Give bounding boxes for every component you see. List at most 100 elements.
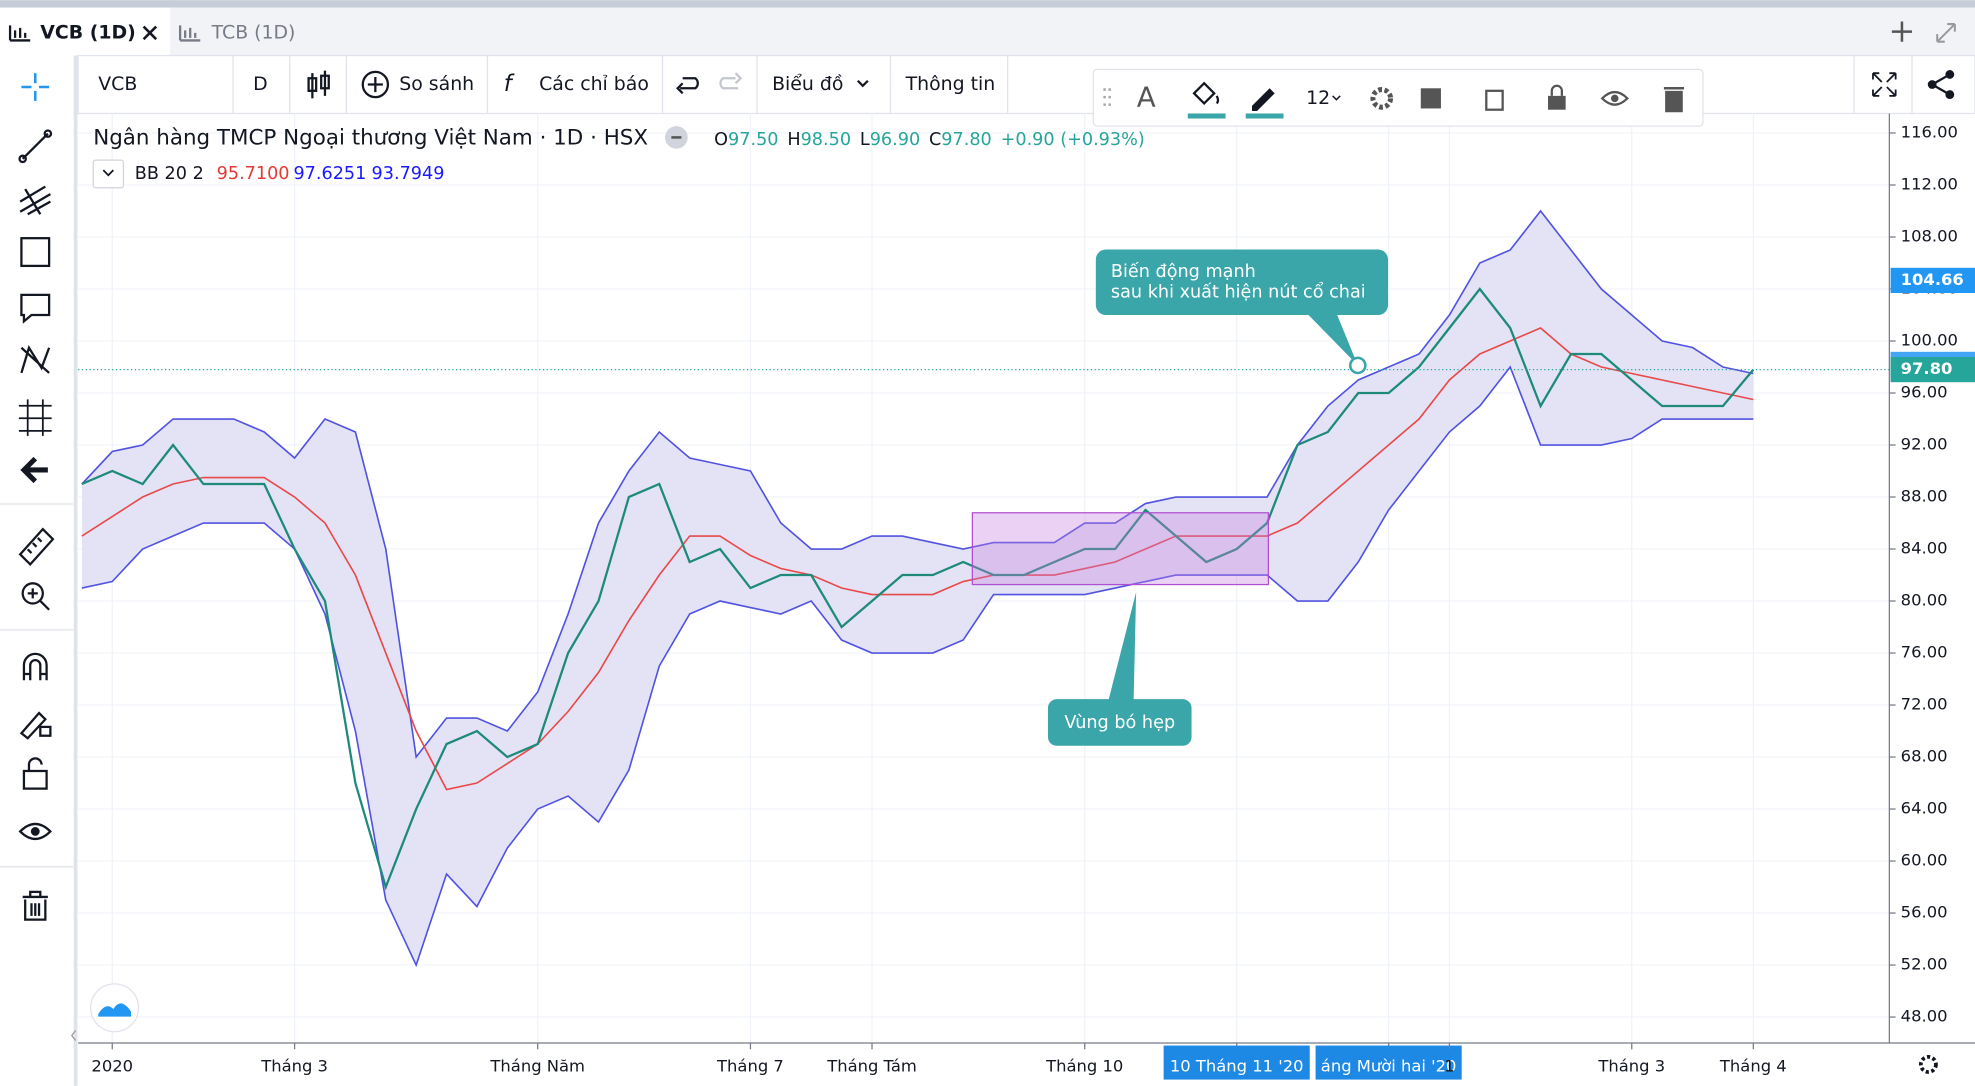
price-marker <box>1890 267 1975 294</box>
clone[interactable] <box>1485 89 1504 111</box>
window-strip <box>0 0 1975 8</box>
fib-tool[interactable] <box>19 185 51 216</box>
band-fill <box>81 210 1754 966</box>
hide[interactable] <box>1600 90 1629 106</box>
indicators[interactable]: Các chỉ báo <box>539 73 649 95</box>
expand[interactable] <box>1936 23 1956 43</box>
anchor-point[interactable] <box>1348 356 1367 375</box>
y-tick-label: 92.00 <box>1901 435 1948 454</box>
trash[interactable] <box>22 890 48 921</box>
text-tool[interactable] <box>20 293 51 324</box>
chart-title: Ngân hàng TMCP Ngoại thương Việt Nam · 1… <box>93 126 648 151</box>
x-tick-label: Tháng Năm <box>489 1056 585 1075</box>
visibility[interactable] <box>18 822 52 841</box>
text-color[interactable]: A <box>1137 80 1156 113</box>
lock-drawing[interactable] <box>19 711 47 740</box>
x-tick-label: áng Mười hai '20 <box>1321 1056 1457 1075</box>
line-tool[interactable] <box>21 132 49 160</box>
price-marker-label: 104.66 <box>1901 270 1964 289</box>
magnet[interactable] <box>22 652 48 681</box>
interval[interactable]: D <box>253 73 268 95</box>
add-tab[interactable] <box>1891 21 1913 42</box>
ohlc-label: H <box>787 130 800 150</box>
y-tick-label: 108.00 <box>1901 226 1958 245</box>
price-line <box>81 287 1755 891</box>
ohlc-value: 96.90 <box>870 130 920 150</box>
symbol[interactable]: VCB <box>98 73 137 95</box>
x-tick-label: Tháng 7 <box>716 1056 784 1075</box>
crosshair-tool[interactable] <box>21 73 50 101</box>
y-tick-label: 60.00 <box>1901 851 1948 870</box>
x-tick-label: Tháng 4 <box>1719 1056 1787 1075</box>
layer[interactable] <box>1420 88 1441 109</box>
x-tick-label: Tháng 3 <box>260 1056 328 1075</box>
y-tick-label: 76.00 <box>1901 643 1948 662</box>
share[interactable] <box>1927 80 1937 89</box>
indicator-collapse[interactable] <box>92 159 125 189</box>
tab-label[interactable]: VCB (1D) <box>40 21 135 43</box>
pattern-tool[interactable] <box>20 345 51 374</box>
x-highlight <box>1315 1045 1462 1080</box>
fullscreen[interactable] <box>1872 72 1897 97</box>
y-tick-label: 68.00 <box>1901 747 1948 766</box>
active-tab[interactable] <box>0 7 171 56</box>
left-toolbar <box>0 55 74 1086</box>
callout-pointer <box>1108 592 1137 701</box>
ohlc-value: 98.50 <box>801 130 851 150</box>
info[interactable]: Thông tin <box>905 73 996 95</box>
ruler[interactable] <box>18 527 55 567</box>
x-tick-label: Tháng 3 <box>1597 1056 1665 1075</box>
indicator-value: 95.7100 <box>217 164 290 184</box>
indicator-value: 97.6251 <box>293 164 366 184</box>
font-size[interactable]: 12 <box>1306 87 1330 109</box>
lock[interactable] <box>1548 95 1566 110</box>
delete[interactable] <box>1663 87 1685 113</box>
y-tick-label: 84.00 <box>1901 539 1948 558</box>
indicator-name[interactable]: BB 20 2 <box>135 164 204 184</box>
x-tick-label: Tháng 10 <box>1045 1056 1123 1075</box>
chart-type[interactable]: Biểu đồ <box>772 73 843 95</box>
candle-icon[interactable] <box>307 70 330 99</box>
callout[interactable] <box>1047 699 1192 746</box>
redo[interactable] <box>719 72 743 90</box>
band-line <box>81 365 1754 968</box>
ohlc-label: L <box>860 130 870 150</box>
y-tick-label: 72.00 <box>1901 695 1948 714</box>
settings[interactable] <box>1370 87 1394 110</box>
y-tick-label: 96.00 <box>1901 383 1948 402</box>
callout-text: sau khi xuất hiện nút cổ chai <box>1111 281 1366 302</box>
tab-close[interactable] <box>142 25 158 41</box>
range-box[interactable] <box>971 512 1270 586</box>
unlock[interactable] <box>22 769 48 790</box>
indicator-value: 93.7949 <box>372 164 445 184</box>
ohlc-value: 97.50 <box>728 130 778 150</box>
shape-tool[interactable] <box>20 237 51 268</box>
callout[interactable] <box>1095 249 1389 316</box>
ohlc-value: 97.80 <box>941 130 991 150</box>
callout-text: Vùng bó hẹp <box>1064 713 1175 733</box>
tab-label[interactable]: TCB (1D) <box>211 21 296 43</box>
line-color[interactable] <box>1252 88 1275 111</box>
forecast-tool[interactable] <box>18 399 52 436</box>
compare[interactable]: So sánh <box>399 73 474 95</box>
ohlc-label: C <box>929 130 941 150</box>
y-tick-label: 112.00 <box>1901 174 1958 193</box>
ohlc: O 97.50 H 98.50 L 96.90 C 97.80 +0.90 (+0.93%) <box>714 130 1145 150</box>
change: +0.90 (+0.93%) <box>1001 130 1145 150</box>
compare-icon[interactable] <box>361 70 390 99</box>
x-tick-label: 10 Tháng 11 '20 <box>1170 1056 1304 1075</box>
undo[interactable] <box>676 77 699 95</box>
chevron <box>856 79 869 88</box>
axis-settings[interactable] <box>1918 1055 1938 1074</box>
tab-icon <box>8 25 31 42</box>
band-line <box>81 209 1754 760</box>
zoom[interactable] <box>21 582 44 605</box>
fill-color[interactable] <box>1192 81 1220 106</box>
x-tick-label: 2020 <box>91 1056 133 1075</box>
drag-handle[interactable] <box>1103 88 1111 106</box>
fx-icon[interactable]: f <box>504 71 515 97</box>
x-highlight <box>1163 1045 1310 1080</box>
y-tick-label: 116.00 <box>1901 122 1958 141</box>
back-tool[interactable] <box>20 456 48 484</box>
